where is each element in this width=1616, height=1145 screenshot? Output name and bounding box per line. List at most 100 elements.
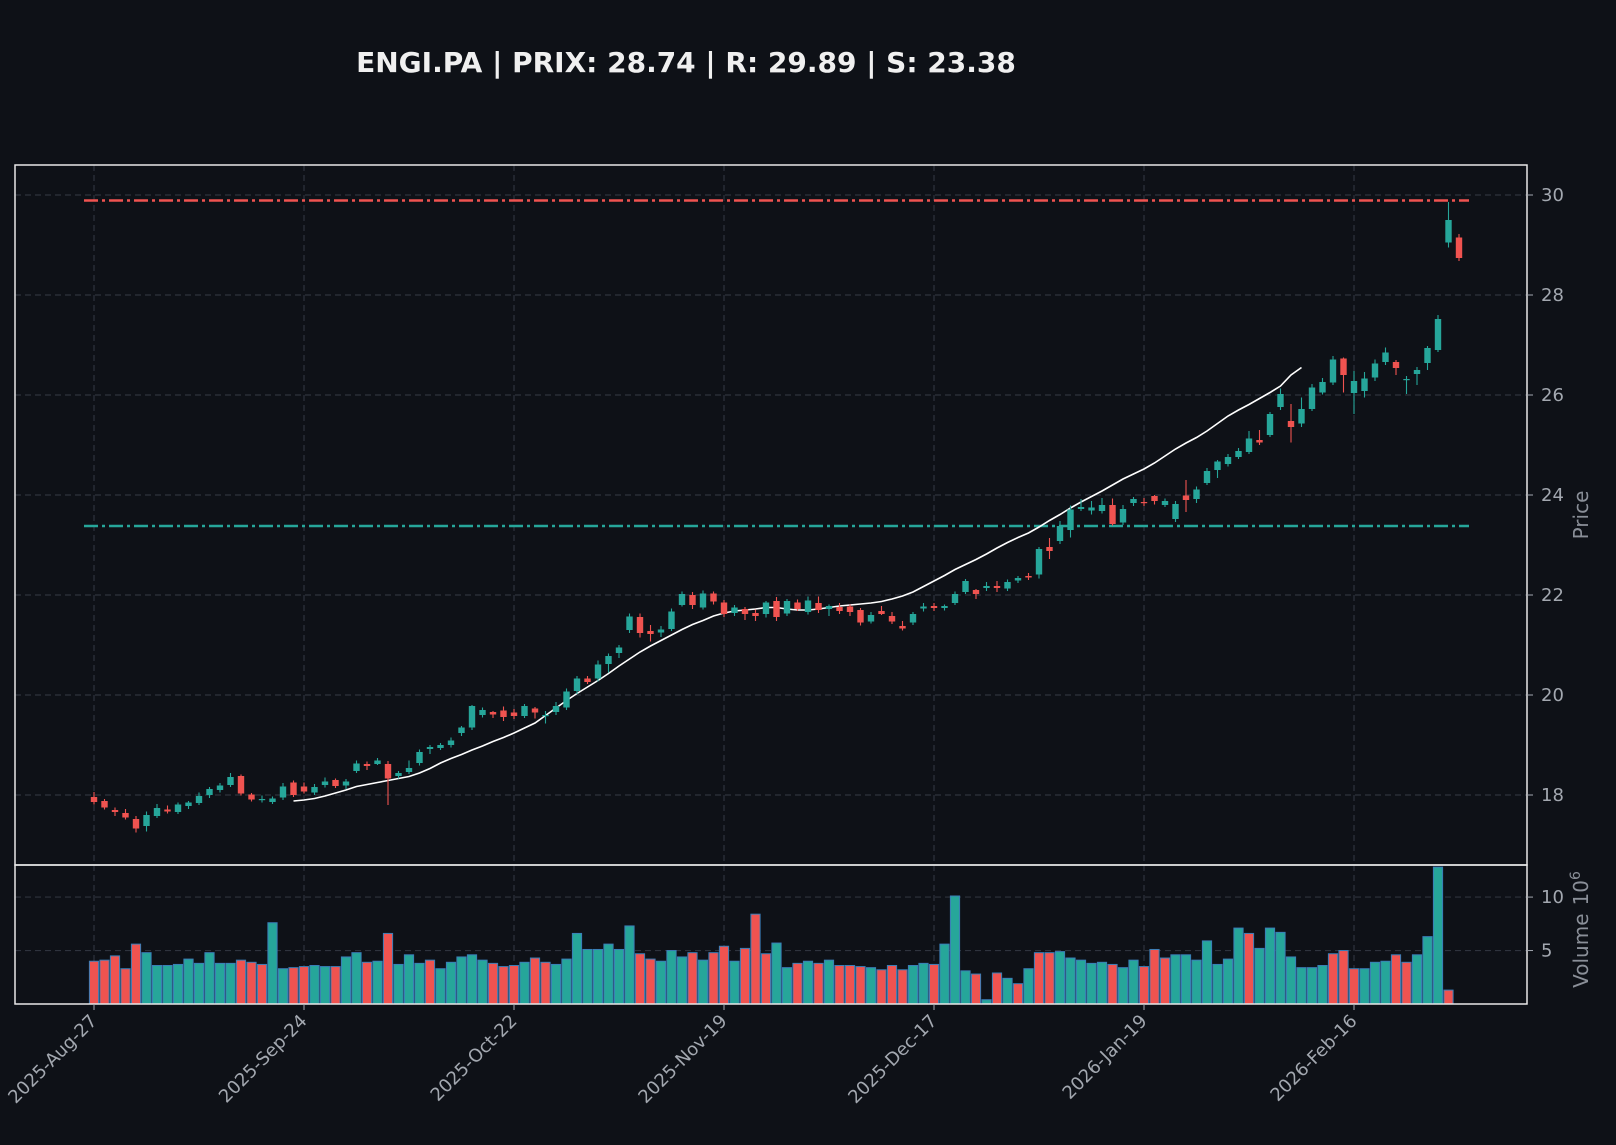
volume-bar <box>288 967 299 1005</box>
volume-bar <box>1180 954 1192 1005</box>
volume-bar <box>655 960 667 1005</box>
candle-body <box>332 780 339 786</box>
volume-bar <box>477 959 488 1005</box>
volume-bar <box>844 965 856 1005</box>
volume-bar <box>1191 959 1202 1005</box>
price-axis-label: Price <box>1569 491 1593 540</box>
volume-bar <box>319 966 331 1005</box>
price-panel-background <box>15 165 1527 865</box>
candle-body <box>122 813 129 818</box>
candle-body <box>111 810 119 812</box>
volume-bar <box>886 965 898 1005</box>
volume-bar <box>1432 866 1444 1005</box>
candle-body <box>773 601 780 617</box>
candle-body <box>552 706 560 712</box>
chart-title: ENGI.PA | PRIX: 28.74 | R: 29.89 | S: 23… <box>356 46 1016 79</box>
support-resistance-lines <box>84 199 1469 528</box>
volume-bar <box>193 962 205 1005</box>
candle-body <box>615 647 623 653</box>
candle-body <box>762 602 770 614</box>
volume-bar <box>739 947 751 1005</box>
price-grid <box>15 165 1527 865</box>
volume-tick-label: 5 <box>1541 941 1552 962</box>
volume-bar <box>1254 947 1265 1005</box>
candlestick-series <box>90 202 1463 833</box>
date-tick-label: 2026-Jan-19 <box>1059 1011 1152 1104</box>
volume-bar <box>1327 953 1339 1005</box>
candle-body <box>1266 414 1274 435</box>
candle-body <box>993 586 1001 588</box>
volume-bar <box>340 956 352 1005</box>
volume-bar <box>1159 957 1171 1005</box>
volume-bar <box>1380 960 1391 1005</box>
volume-bar <box>1422 936 1433 1005</box>
volume-bar <box>802 960 814 1005</box>
candle-body <box>1088 507 1095 511</box>
candle-body <box>815 603 822 610</box>
candle-body <box>300 786 308 792</box>
volume-bar <box>592 948 604 1005</box>
candle-body <box>1193 489 1200 499</box>
volume-bar <box>1149 948 1160 1005</box>
volume-bar <box>1065 957 1076 1005</box>
candle-body <box>185 802 192 806</box>
price-y-axis: 18 20 22 24 26 28 30 <box>1527 185 1564 806</box>
volume-bar <box>760 953 772 1005</box>
volume-bar <box>1138 966 1150 1005</box>
volume-bar <box>1075 959 1087 1005</box>
candle-body <box>353 763 360 771</box>
candle-body <box>1350 381 1358 393</box>
candle-body <box>699 593 707 608</box>
candle-body <box>920 606 927 609</box>
candle-body <box>720 602 728 614</box>
candle-body <box>437 745 444 748</box>
candle-body <box>1067 509 1074 530</box>
candle-body <box>1256 440 1263 443</box>
volume-bar <box>613 948 625 1005</box>
candle-body <box>321 781 329 785</box>
candle-body <box>90 797 98 802</box>
candle-body <box>741 609 749 614</box>
candle-body <box>846 606 854 612</box>
volume-bar <box>1201 940 1213 1005</box>
volume-bar <box>256 963 268 1005</box>
date-x-axis: 2025-Aug-27 2025-Sep-24 2025-Oct-22 2025-No… <box>4 1004 1362 1108</box>
volume-bar <box>708 952 719 1005</box>
candle-body <box>605 656 612 664</box>
volume-bar <box>1002 977 1013 1005</box>
candle-body <box>1277 394 1284 407</box>
candle-body <box>1424 348 1431 363</box>
volume-axis-multiplier: 10 <box>1569 880 1593 905</box>
volume-panel-frame <box>14 864 1528 1005</box>
volume-bar <box>1054 951 1066 1005</box>
candle-body <box>594 664 602 679</box>
candle-body <box>311 787 318 793</box>
candle-body <box>489 712 497 715</box>
volume-bar <box>991 972 1003 1005</box>
volume-bar <box>1369 961 1381 1005</box>
volume-bar <box>750 913 761 1005</box>
candle-body <box>909 614 917 623</box>
volume-bar <box>382 932 394 1005</box>
volume-bar <box>1275 931 1286 1005</box>
candle-body <box>1392 362 1400 368</box>
volume-bar <box>571 932 583 1005</box>
volume-bar <box>88 960 100 1005</box>
volume-bar <box>1296 967 1307 1005</box>
volume-bar <box>309 965 320 1005</box>
price-tick-label: 26 <box>1541 385 1564 406</box>
price-tick-label: 20 <box>1541 685 1564 706</box>
volume-bar <box>1044 952 1055 1005</box>
volume-bar <box>550 963 562 1005</box>
volume-bar <box>298 966 310 1005</box>
candle-body <box>279 786 287 798</box>
volume-tick-label: 10 <box>1541 887 1564 908</box>
candle-body <box>1025 576 1032 578</box>
volume-bar <box>172 963 184 1005</box>
candle-body <box>216 785 224 790</box>
candle-body <box>930 606 938 608</box>
volume-axis-label: Volume 106 <box>1568 871 1593 988</box>
volume-bar <box>372 960 383 1005</box>
volume-bar <box>1170 954 1181 1005</box>
candle-body <box>248 794 255 800</box>
